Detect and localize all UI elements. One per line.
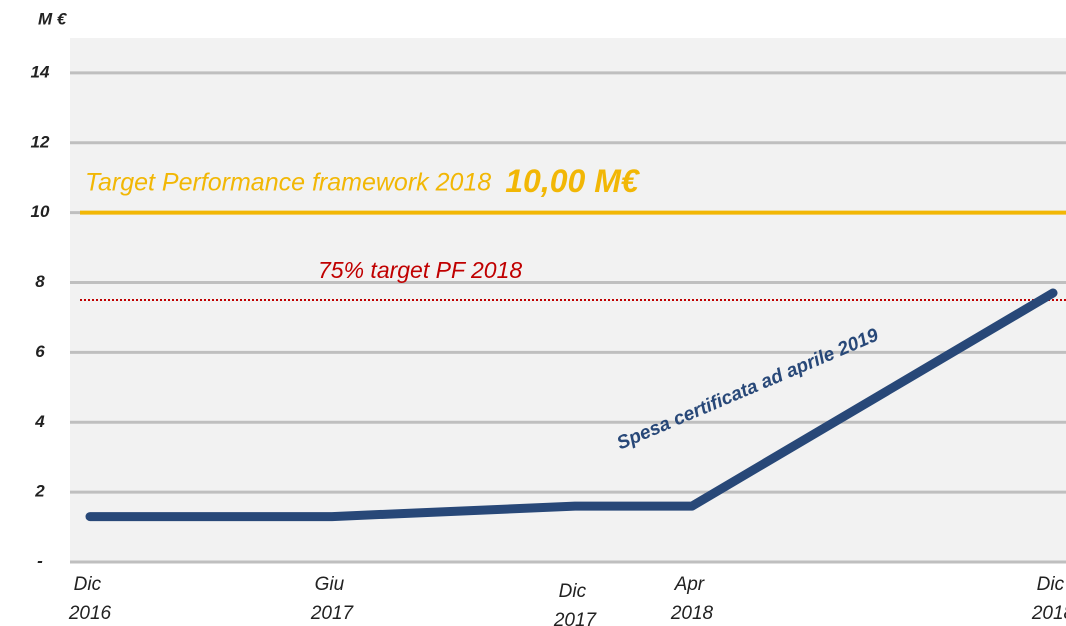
x-tick-label-line: Apr [674,574,710,595]
x-tick-label-line: Dic [1037,574,1066,595]
y-tick-label: 12 [31,132,50,151]
reference-label: Target Performance framework 2018 [85,168,491,196]
x-tick-label-line: 2018 [670,603,714,624]
reference-value-label: 10,00 M€ [505,163,640,199]
x-tick-label-line: Dic [559,581,592,602]
x-tick-label-line: 2017 [553,610,598,626]
y-tick-label: 2 [34,482,45,501]
x-tick-label-line: 2018 [1031,603,1066,624]
y-tick-label: 8 [35,272,45,291]
x-tick-label: Dic 2017 [553,581,598,626]
x-tick-label-line: Dic [74,574,107,595]
y-unit: M € [38,9,68,28]
y-tick-label: 10 [31,202,50,221]
x-tick-label: Apr 2018 [670,574,714,624]
y-tick-label: 14 [31,62,50,81]
x-tick-label: Dic 2016 [68,574,112,624]
x-tick-label-line: 2016 [68,603,112,624]
y-tick-label: 6 [35,342,45,361]
y-tick-label: 4 [34,412,45,431]
x-tick-label-line: 2017 [310,603,355,624]
y-tick-label: - [37,551,43,570]
data-line [85,288,1058,522]
x-tick-label: Dic 2018 [1031,574,1066,624]
x-tick-label-line: Giu [315,574,350,595]
x-tick-label: Giu 2017 [310,574,355,624]
reference-label: 75% target PF 2018 [318,257,522,283]
